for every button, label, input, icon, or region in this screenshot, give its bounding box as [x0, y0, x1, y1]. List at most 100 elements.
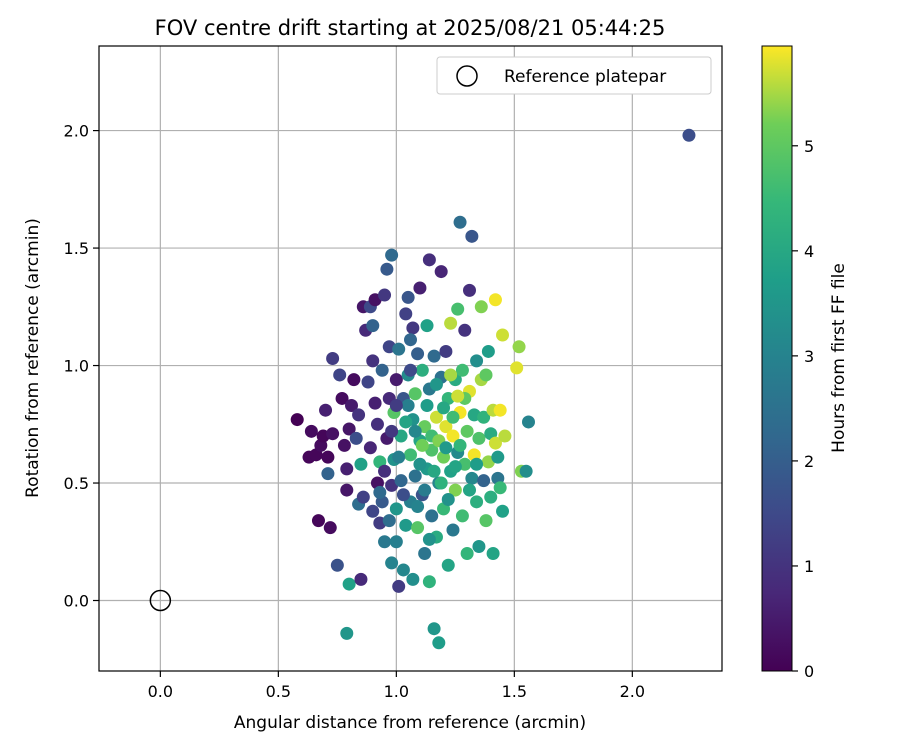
colorbar-tick-label: 5 [804, 137, 814, 156]
scatter-point [311, 514, 325, 528]
chart-title: FOV centre drift starting at 2025/08/21 … [155, 16, 666, 40]
scatter-point [392, 450, 406, 464]
scatter-point [441, 558, 455, 572]
x-tick-label: 0.5 [266, 682, 291, 701]
reference-platepar-point [149, 589, 172, 612]
scatter-point [352, 408, 366, 422]
scatter-point [370, 417, 384, 431]
y-tick-label: 2.0 [64, 122, 89, 141]
scatter-point [342, 422, 356, 436]
scatter-point [427, 349, 441, 363]
scatter-point [335, 391, 349, 405]
scatter-point [519, 464, 533, 478]
scatter-point [354, 572, 368, 586]
scatter-point [404, 448, 417, 462]
scatter-point [418, 483, 432, 497]
scatter-point [368, 396, 382, 410]
scatter-point [411, 521, 425, 535]
scatter-point [415, 363, 429, 377]
scatter-point [437, 401, 451, 415]
scatter-point [394, 474, 408, 488]
x-tick-label: 2.0 [620, 682, 645, 701]
scatter-point [413, 281, 427, 295]
scatter-point [290, 413, 304, 427]
scatter-point [455, 509, 469, 523]
y-tick-label: 0.5 [64, 474, 89, 493]
scatter-point [460, 547, 474, 561]
scatter-point [434, 265, 448, 279]
colorbar-gradient [761, 45, 793, 672]
scatter-point [411, 500, 425, 514]
y-axis-label: Rotation from reference (arcmin) [23, 218, 43, 498]
scatter-point [434, 476, 448, 490]
scatter-point [389, 502, 403, 516]
scatter-point [418, 547, 432, 561]
scatter-point [446, 523, 460, 537]
scatter-point [347, 373, 361, 387]
scatter-point [477, 410, 491, 424]
legend: Reference platepar [436, 56, 712, 95]
scatter-point [488, 293, 502, 307]
scatter-point [682, 128, 696, 142]
scatter-point [470, 457, 484, 471]
scatter-point [488, 436, 502, 450]
scatter-point [326, 352, 340, 365]
scatter-point [453, 215, 467, 229]
scatter-point [474, 300, 488, 314]
scatter-point [451, 389, 465, 403]
scatter-points [290, 128, 696, 650]
scatter-point [498, 429, 512, 443]
scatter-point [340, 626, 354, 640]
scatter-point [481, 344, 495, 358]
scatter-point [345, 398, 359, 412]
scatter-point [484, 490, 498, 504]
scatter-point [389, 398, 403, 412]
scatter-point [366, 504, 380, 518]
colorbar-tick-label: 1 [804, 557, 814, 576]
colorbar-tick-label: 4 [804, 242, 814, 261]
plot-frame [98, 45, 723, 672]
scatter-point [477, 474, 491, 488]
scatter-point [420, 319, 434, 333]
scatter-point [479, 368, 493, 382]
scatter-point [486, 547, 500, 561]
scatter-point [472, 539, 486, 553]
scatter-point [356, 490, 370, 504]
scatter-point [465, 229, 479, 243]
scatter-point [465, 471, 479, 485]
scatter-point [429, 377, 443, 391]
x-axis-label: Angular distance from reference (arcmin) [234, 713, 586, 733]
scatter-point [427, 464, 441, 478]
scatter-point [458, 323, 472, 337]
legend-entry-reference: Reference platepar [504, 67, 666, 87]
scatter-point [366, 354, 380, 368]
scatter-point [375, 363, 389, 377]
scatter-point [512, 340, 526, 354]
scatter-point [399, 307, 413, 321]
scatter-point [411, 347, 425, 361]
scatter-point [439, 441, 453, 455]
scatter-point [470, 354, 484, 368]
x-tick-label: 1.5 [502, 682, 527, 701]
scatter-point [446, 410, 460, 424]
scatter-point [444, 316, 458, 330]
y-axis-ticks: 0.0 0.5 1.0 1.5 2.0 [64, 122, 99, 611]
scatter-point [406, 321, 420, 335]
scatter-point [425, 509, 439, 523]
scatter-point [330, 558, 344, 572]
colorbar-tick-label: 2 [804, 452, 814, 471]
scatter-point [389, 373, 403, 387]
scatter-point [404, 333, 417, 347]
scatter-point [406, 572, 420, 586]
scatter-point [321, 450, 335, 464]
scatter-point [422, 532, 436, 546]
y-tick-label: 1.5 [64, 239, 89, 258]
scatter-point [337, 438, 351, 452]
scatter-point [408, 469, 422, 483]
scatter-point [448, 483, 462, 497]
x-tick-label: 0.0 [148, 682, 173, 701]
colorbar: 0 1 2 3 4 5 Hours from first FF file [761, 45, 849, 681]
scatter-point [389, 535, 403, 549]
scatter-point [396, 563, 410, 577]
